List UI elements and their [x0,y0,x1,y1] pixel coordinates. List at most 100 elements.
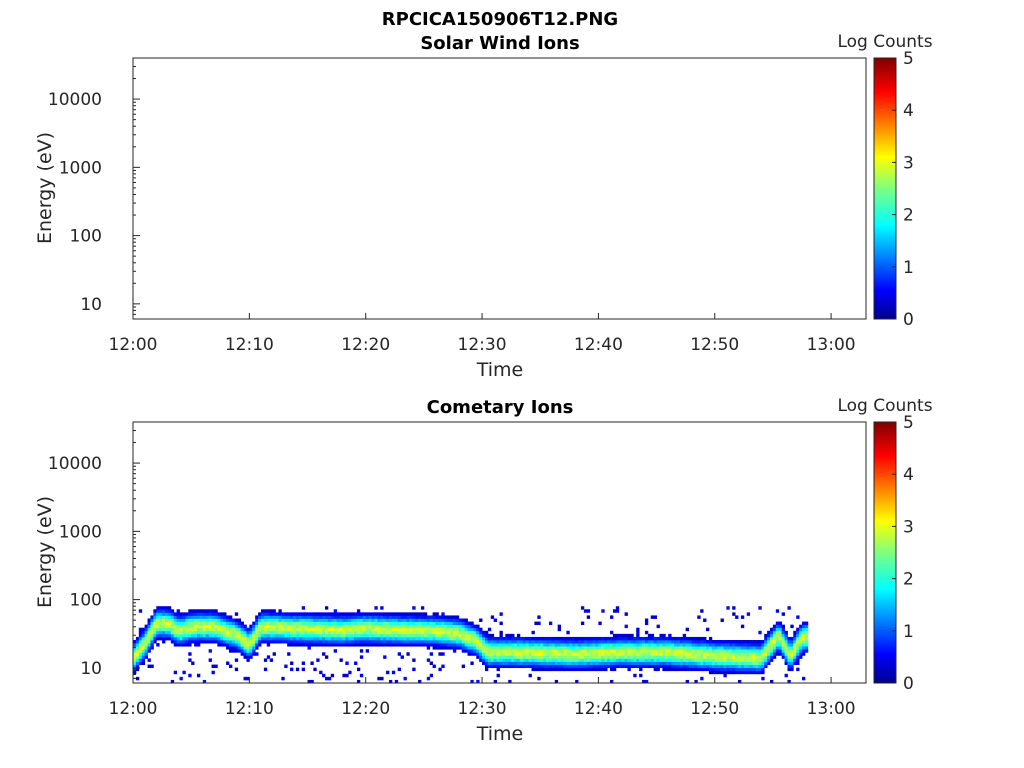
heatmap-cell [237,618,242,622]
heatmap-cell [659,636,663,641]
heatmap-cell [540,636,544,641]
heatmap-cell [383,624,387,629]
heatmap-cell [647,655,652,659]
heatmap-cell [749,640,753,644]
heatmap-cell [310,679,314,683]
heatmap-cell [682,636,687,641]
heatmap-cell [508,664,512,669]
heatmap-cell [228,649,233,653]
heatmap-cell [211,636,215,641]
heatmap-cell [287,612,291,616]
heatmap-cell [615,649,620,653]
heatmap-cell [307,646,311,650]
heatmap-cell [362,627,367,632]
heatmap-cell [356,633,361,638]
heatmap-cell [682,649,687,653]
heatmap-cell [252,646,256,650]
heatmap-cell [630,633,634,638]
heatmap-cell [592,664,596,669]
heatmap-cell [511,640,515,644]
heatmap-cell [662,646,666,650]
heatmap-cell [761,646,765,650]
colorbar-tick-label: 4 [903,465,914,485]
heatmap-cell [133,667,137,672]
heatmap-cell [752,649,756,653]
heatmap-cell [263,624,268,629]
heatmap-cell [740,652,745,656]
heatmap-cell [749,661,753,665]
heatmap-cell [758,661,762,665]
heatmap-cell [415,643,419,647]
heatmap-cell [644,661,649,665]
heatmap-cell [685,664,689,669]
heatmap-cell [249,640,253,644]
heatmap-cell [342,630,346,635]
heatmap-cell [214,630,218,635]
heatmap-cell [415,618,419,622]
heatmap-cell [400,630,404,635]
heatmap-cell [563,658,567,662]
heatmap-cell [711,664,716,669]
heatmap-cell [342,612,346,616]
heatmap-cell [615,664,620,669]
heatmap-cell [484,664,489,669]
heatmap-cell [560,643,564,647]
heatmap-cell [435,633,439,638]
heatmap-cell [688,646,692,650]
heatmap-cell [188,643,192,647]
heatmap-cell [243,652,247,656]
heatmap-cell [511,636,515,641]
heatmap-cell [426,627,431,632]
heatmap-cell [295,640,300,644]
heatmap-cell [144,627,148,632]
heatmap-cell [292,615,297,619]
heatmap-cell [531,655,535,659]
heatmap-cell [388,612,393,616]
heatmap-cell [234,627,239,632]
heatmap-cell [476,649,480,653]
heatmap-cell [345,612,349,616]
heatmap-cell [738,649,742,653]
heatmap-cell [711,670,716,675]
heatmap-cell [447,627,451,632]
heatmap-cell [656,658,660,662]
heatmap-cell [511,658,515,662]
heatmap-cell [153,612,157,616]
heatmap-cell [799,633,803,638]
heatmap-cell [388,643,393,647]
heatmap-cell [688,661,692,665]
heatmap-cell [633,664,637,669]
heatmap-cell [706,652,710,656]
heatmap-cell [499,612,503,616]
heatmap-cell [636,636,640,641]
heatmap-cell [493,655,497,659]
heatmap-cell [607,636,611,641]
heatmap-cell [519,652,524,656]
heatmap-cell [208,658,212,662]
heatmap-cell [420,640,425,644]
heatmap-cell [377,627,381,632]
heatmap-cell [263,667,268,672]
heatmap-cell [586,664,591,669]
heatmap-cell [735,643,739,647]
heatmap-cell [633,661,637,665]
heatmap-cell [275,615,279,619]
heatmap-cell [162,640,166,644]
heatmap-cell [336,643,340,647]
heatmap-cell [412,606,416,610]
heatmap-cell [752,664,756,669]
heatmap-cell [738,640,742,644]
heatmap-cell [159,612,163,616]
heatmap-cell [505,640,509,644]
heatmap-cell [711,655,716,659]
heatmap-cell [275,624,279,629]
heatmap-cell [796,643,800,647]
heatmap-cell [165,612,169,616]
heatmap-cell [778,621,783,626]
heatmap-cell [610,664,614,669]
heatmap-cell [621,658,625,662]
colorbar-tick-label: 4 [903,101,914,121]
heatmap-cell [354,633,358,638]
heatmap-cell [644,649,649,653]
heatmap-cell [412,636,416,641]
